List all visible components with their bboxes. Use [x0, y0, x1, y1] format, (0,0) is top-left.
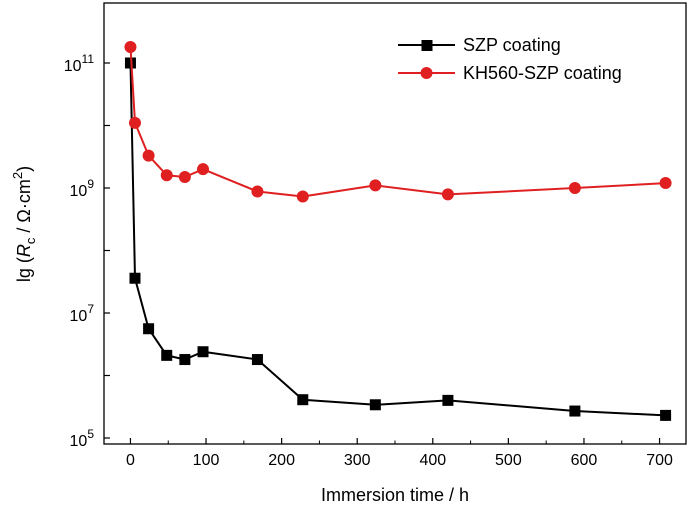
- series-kh560: [124, 41, 672, 203]
- legend-marker-kh560: [420, 67, 433, 79]
- x-tick-label: 600: [571, 452, 598, 469]
- x-tick-label: 500: [495, 452, 522, 469]
- data-point: [369, 179, 382, 192]
- legend-marker-szp: [421, 40, 433, 51]
- x-tick-label: 300: [344, 452, 371, 469]
- plot-frame: [103, 2, 687, 445]
- y-axis-title: lg (Rc / Ω·cm2): [10, 166, 38, 282]
- data-point: [251, 185, 264, 198]
- y-tick-label: 107: [70, 302, 95, 325]
- x-tick-label: 200: [268, 452, 295, 469]
- data-point: [660, 409, 672, 421]
- data-point: [161, 349, 173, 361]
- series-szp: [124, 57, 672, 421]
- legend-item-kh560: KH560-SZP coating: [398, 63, 622, 83]
- y-tick-label: 109: [70, 177, 95, 200]
- x-tick-label: 700: [646, 452, 673, 469]
- data-point: [160, 169, 173, 182]
- data-point: [143, 323, 155, 335]
- legend: SZP coating KH560-SZP coating: [398, 35, 622, 83]
- data-point: [568, 182, 581, 194]
- legend-label-kh560: KH560-SZP coating: [463, 63, 622, 83]
- data-point: [129, 272, 141, 284]
- data-point: [142, 149, 155, 162]
- data-point: [197, 163, 210, 176]
- data-point: [369, 399, 381, 411]
- data-point: [179, 354, 191, 366]
- y-tick-label: 1011: [64, 52, 95, 75]
- x-tick-label: 100: [193, 452, 220, 469]
- y-tick-label: 105: [70, 427, 95, 450]
- data-point: [442, 394, 454, 406]
- data-point: [197, 346, 209, 358]
- x-tick-label: 0: [126, 452, 135, 469]
- data-point: [124, 41, 137, 54]
- data-point: [297, 394, 309, 406]
- x-tick-label: 400: [419, 452, 446, 469]
- series-line: [129, 62, 666, 417]
- legend-label-szp: SZP coating: [463, 35, 561, 55]
- data-point: [178, 170, 191, 183]
- data-point: [659, 177, 672, 190]
- data-point: [441, 188, 454, 201]
- data-point: [251, 354, 263, 366]
- legend-item-szp: SZP coating: [398, 35, 561, 55]
- data-point: [296, 190, 309, 203]
- x-axis-title: Immersion time / h: [321, 485, 469, 505]
- data-point: [128, 116, 141, 129]
- data-point: [569, 405, 581, 417]
